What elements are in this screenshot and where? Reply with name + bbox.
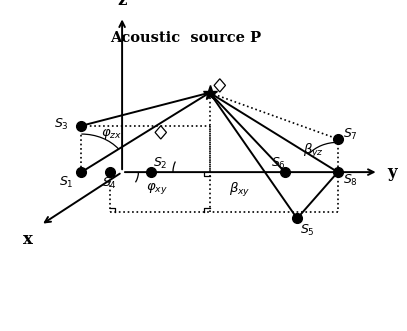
Text: $S_{6}$: $S_{6}$ [271,156,286,171]
Text: z: z [117,0,127,9]
Text: $S_{4}$: $S_{4}$ [103,175,117,191]
Text: $S_{3}$: $S_{3}$ [55,117,69,132]
Text: $S_{8}$: $S_{8}$ [343,173,357,188]
Text: y: y [387,164,397,181]
Text: $S_{2}$: $S_{2}$ [153,156,168,171]
Text: $S_{5}$: $S_{5}$ [300,222,315,238]
Text: $\varphi_{xy}$: $\varphi_{xy}$ [146,181,168,196]
Text: x: x [24,231,33,248]
Text: $\beta_{yz}$: $\beta_{yz}$ [303,142,324,160]
Text: Acoustic  source P: Acoustic source P [109,31,261,45]
Text: $\varphi_{zx}$: $\varphi_{zx}$ [101,127,123,141]
Text: $\beta_{xy}$: $\beta_{xy}$ [230,181,251,199]
Text: $S_{1}$: $S_{1}$ [59,174,73,190]
Text: $S_{7}$: $S_{7}$ [343,126,357,142]
